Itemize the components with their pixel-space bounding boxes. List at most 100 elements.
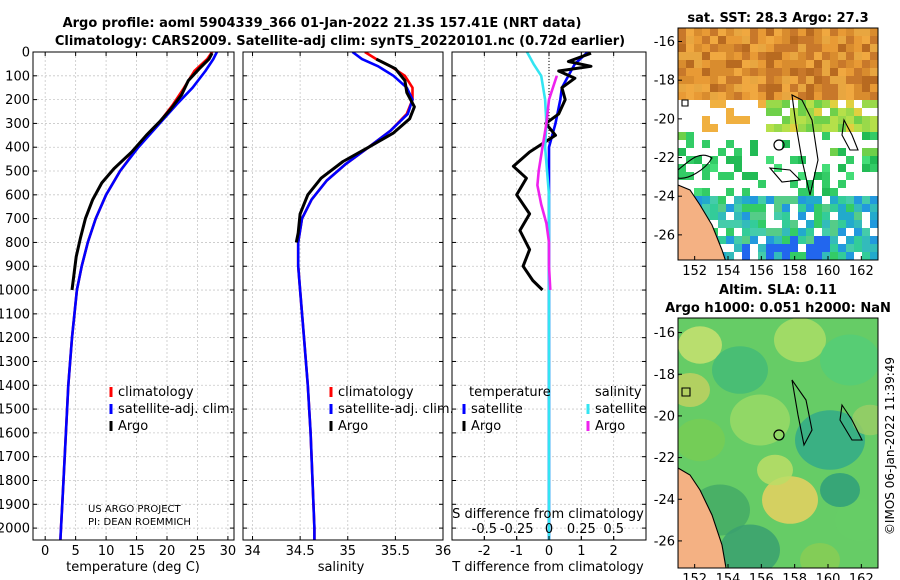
difference-series-3 bbox=[536, 75, 559, 291]
sst-cell bbox=[846, 44, 854, 52]
sst-cell bbox=[822, 52, 830, 60]
sst-cell bbox=[726, 156, 734, 164]
sst-cell bbox=[782, 140, 790, 148]
sst-cell bbox=[854, 228, 862, 236]
sst-cell bbox=[814, 124, 822, 132]
sst-cell bbox=[766, 92, 774, 100]
sst-cell bbox=[758, 52, 766, 60]
sst-cell bbox=[718, 84, 726, 92]
sst-cell bbox=[846, 124, 854, 132]
sst-cell bbox=[782, 52, 790, 60]
sst-cell bbox=[822, 100, 830, 108]
sst-cell bbox=[870, 252, 878, 260]
sst-cell bbox=[854, 196, 862, 204]
sst-cell bbox=[702, 28, 710, 36]
sst-cell bbox=[774, 52, 782, 60]
legend-label-argo: Argo bbox=[118, 419, 148, 434]
legend-label-satellite: satellite-adj. clim. bbox=[118, 402, 234, 417]
sst-cell bbox=[678, 164, 686, 172]
sst-cell bbox=[774, 36, 782, 44]
sst-cell bbox=[742, 244, 750, 252]
map-lon-label: 162 bbox=[849, 264, 874, 279]
sst-cell bbox=[766, 36, 774, 44]
sst-cell bbox=[862, 116, 870, 124]
sst-cell bbox=[718, 148, 726, 156]
sst-cell bbox=[742, 236, 750, 244]
sst-cell bbox=[830, 44, 838, 52]
sla-land bbox=[678, 468, 726, 568]
sst-cell bbox=[694, 44, 702, 52]
sst-cell bbox=[750, 172, 758, 180]
sst-cell bbox=[838, 228, 846, 236]
sst-cell bbox=[790, 36, 798, 44]
temperature-series-2 bbox=[70, 52, 214, 291]
map-lon-label: 158 bbox=[782, 572, 807, 580]
sst-cell bbox=[742, 36, 750, 44]
sst-cell bbox=[758, 244, 766, 252]
sst-cell bbox=[854, 60, 862, 68]
sst-cell bbox=[862, 124, 870, 132]
legend-label-climatology: climatology bbox=[118, 385, 194, 400]
sst-cell bbox=[822, 76, 830, 84]
sst-cell bbox=[838, 28, 846, 36]
legend-label-t-satellite: satellite bbox=[471, 402, 523, 417]
sst-cell bbox=[814, 60, 822, 68]
legend-label-s-argo: Argo bbox=[595, 419, 625, 434]
sst-cell bbox=[830, 252, 838, 260]
sst-cell bbox=[686, 36, 694, 44]
sst-cell bbox=[758, 44, 766, 52]
sst-cell bbox=[782, 252, 790, 260]
sst-cell bbox=[702, 188, 710, 196]
sst-cell bbox=[734, 36, 742, 44]
sst-cell bbox=[838, 212, 846, 220]
sst-cell bbox=[870, 220, 878, 228]
sst-cell bbox=[822, 188, 830, 196]
sst-cell bbox=[814, 172, 822, 180]
sst-cell bbox=[686, 140, 694, 148]
sst-cell bbox=[710, 196, 718, 204]
sst-cell bbox=[862, 44, 870, 52]
sst-cell bbox=[862, 252, 870, 260]
sst-cell bbox=[790, 116, 798, 124]
sst-cell bbox=[814, 212, 822, 220]
sst-cell bbox=[774, 68, 782, 76]
sst-cell bbox=[830, 92, 838, 100]
sst-cell bbox=[806, 188, 814, 196]
sdiff-tick-label: 0 bbox=[545, 522, 553, 537]
sst-cell bbox=[870, 60, 878, 68]
sst-cell bbox=[838, 68, 846, 76]
sst-cell bbox=[750, 236, 758, 244]
credit-project: US ARGO PROJECT bbox=[88, 504, 182, 515]
sst-cell bbox=[870, 196, 878, 204]
sst-cell bbox=[702, 196, 710, 204]
sst-cell bbox=[718, 196, 726, 204]
sst-cell bbox=[790, 44, 798, 52]
sla-anomaly-blob bbox=[712, 346, 768, 394]
sst-cell bbox=[846, 252, 854, 260]
sst-cell bbox=[838, 92, 846, 100]
sst-cell bbox=[750, 228, 758, 236]
sst-cell bbox=[726, 44, 734, 52]
sst-cell bbox=[710, 76, 718, 84]
sst-cell bbox=[782, 236, 790, 244]
sst-cell bbox=[742, 188, 750, 196]
sst-cell bbox=[742, 196, 750, 204]
sst-cell bbox=[742, 252, 750, 260]
sst-cell bbox=[798, 44, 806, 52]
sst-cell bbox=[798, 76, 806, 84]
sst-cell bbox=[678, 148, 686, 156]
coast-sla-2 bbox=[791, 379, 813, 447]
sst-cell bbox=[830, 76, 838, 84]
sst-cell bbox=[766, 76, 774, 84]
sst-cell bbox=[742, 60, 750, 68]
sst-cell bbox=[734, 84, 742, 92]
sdiff-tick-label: 0.25 bbox=[567, 522, 596, 537]
sst-cell bbox=[806, 36, 814, 44]
sla-anomaly-blob bbox=[795, 410, 865, 470]
sst-cell bbox=[838, 36, 846, 44]
sst-cell bbox=[718, 100, 726, 108]
sst-cell bbox=[870, 164, 878, 172]
salinity-xtick-label: 36 bbox=[435, 544, 452, 559]
sst-cell bbox=[726, 52, 734, 60]
sst-cell bbox=[790, 156, 798, 164]
